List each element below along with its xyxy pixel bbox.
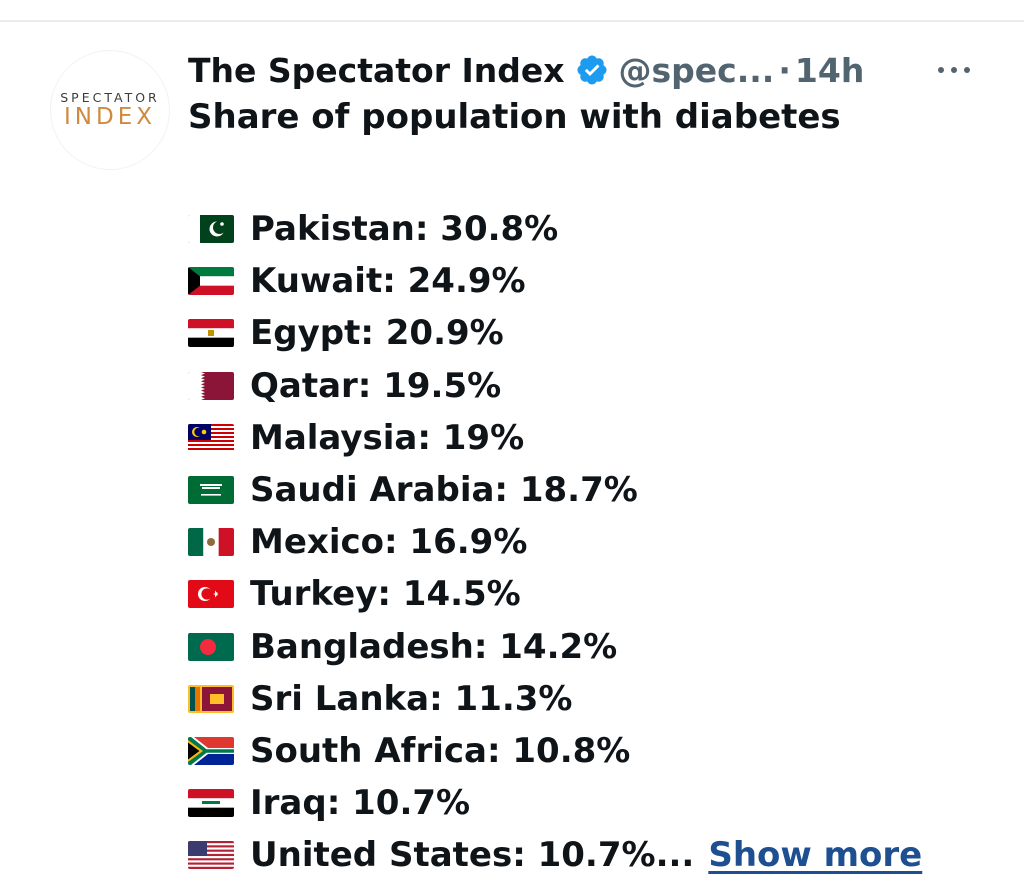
list-item-text: Mexico: 16.9% bbox=[250, 522, 528, 563]
list-item: Iraq: 10.7% bbox=[188, 777, 922, 829]
avatar-logo-top: SPECTATOR bbox=[60, 90, 160, 105]
list-item: Malaysia: 19% bbox=[188, 412, 922, 464]
list-item-text: Malaysia: 19% bbox=[250, 417, 525, 458]
more-dot bbox=[938, 67, 944, 73]
author-name[interactable]: The Spectator Index bbox=[188, 50, 565, 90]
south-africa-flag-icon bbox=[188, 736, 234, 765]
list-item: United States: 10.7%... Show more bbox=[188, 829, 922, 881]
list-item-text: Sri Lanka: 11.3% bbox=[250, 678, 573, 719]
turkey-flag-icon bbox=[188, 580, 234, 609]
list-item-text: Iraq: 10.7% bbox=[250, 783, 471, 824]
verified-badge-icon bbox=[577, 55, 607, 85]
bangladesh-flag-icon bbox=[188, 632, 234, 661]
list-item-text: South Africa: 10.8% bbox=[250, 730, 631, 771]
avatar-logo-bottom: INDEX bbox=[64, 104, 156, 130]
top-divider bbox=[0, 20, 1024, 22]
more-dot bbox=[964, 67, 970, 73]
malaysia-flag-icon bbox=[188, 423, 234, 452]
sri-lanka-flag-icon bbox=[188, 684, 234, 713]
avatar[interactable]: SPECTATOR INDEX bbox=[50, 50, 170, 170]
saudi-arabia-flag-icon bbox=[188, 476, 234, 505]
egypt-flag-icon bbox=[188, 319, 234, 348]
united-states-flag-icon bbox=[188, 841, 234, 870]
iraq-flag-icon bbox=[188, 789, 234, 818]
more-horizontal-icon[interactable] bbox=[932, 52, 976, 88]
list-item-text: Bangladesh: 14.2% bbox=[250, 626, 618, 667]
list-item-text: Turkey: 14.5% bbox=[250, 574, 521, 615]
list-item: Kuwait: 24.9% bbox=[188, 255, 922, 307]
kuwait-flag-icon bbox=[188, 267, 234, 296]
list-item: Sri Lanka: 11.3% bbox=[188, 673, 922, 725]
post-header: The Spectator Index @spec... · 14h bbox=[188, 45, 864, 95]
qatar-flag-icon bbox=[188, 371, 234, 400]
author-handle[interactable]: @spec... bbox=[618, 50, 775, 90]
show-more-link[interactable]: Show more bbox=[708, 835, 923, 876]
list-item: Qatar: 19.5% bbox=[188, 360, 922, 412]
list-item: South Africa: 10.8% bbox=[188, 725, 922, 777]
list-item: Pakistan: 30.8% bbox=[188, 203, 922, 255]
pakistan-flag-icon bbox=[188, 215, 234, 244]
timestamp[interactable]: 14h bbox=[794, 50, 865, 90]
post-title: Share of population with diabetes bbox=[188, 97, 841, 137]
more-dot bbox=[951, 67, 957, 73]
mexico-flag-icon bbox=[188, 528, 234, 557]
separator-dot: · bbox=[778, 50, 791, 90]
list-item-text: Egypt: 20.9% bbox=[250, 313, 504, 354]
list-item-text: Qatar: 19.5% bbox=[250, 365, 502, 406]
list-item-text: Kuwait: 24.9% bbox=[250, 261, 526, 302]
diabetes-list: Pakistan: 30.8% Kuwait: 24.9% Egypt: 20.… bbox=[188, 203, 922, 881]
list-item: Mexico: 16.9% bbox=[188, 516, 922, 568]
list-item-text: Saudi Arabia: 18.7% bbox=[250, 470, 638, 511]
list-item: Bangladesh: 14.2% bbox=[188, 621, 922, 673]
list-item-text: United States: 10.7%... bbox=[250, 835, 695, 876]
list-item-text: Pakistan: 30.8% bbox=[250, 209, 559, 250]
list-item: Turkey: 14.5% bbox=[188, 568, 922, 620]
list-item: Egypt: 20.9% bbox=[188, 307, 922, 359]
list-item: Saudi Arabia: 18.7% bbox=[188, 464, 922, 516]
